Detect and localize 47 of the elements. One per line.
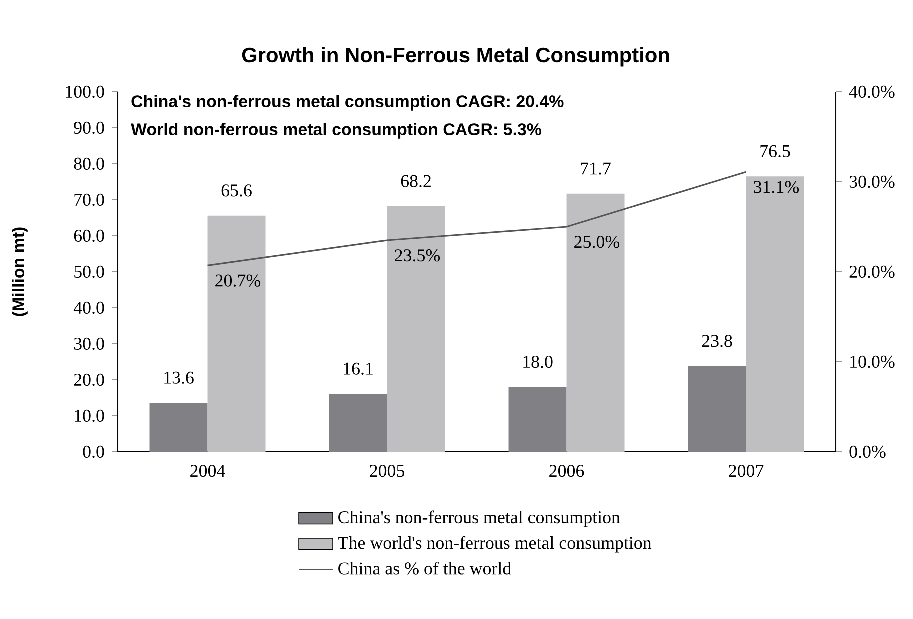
y-tick-label: 10.0 (75, 410, 104, 422)
bar (688, 366, 746, 452)
y-tick-label: 80.0 (74, 158, 104, 170)
data-label: 16.1 (344, 362, 373, 375)
legend-label: The world's non-ferrous metal consumption (338, 536, 652, 553)
bar (566, 194, 625, 452)
y2-tick-label: 30.0% (850, 176, 895, 188)
data-label: 65.6 (222, 184, 252, 197)
y2-tick-label: 20.0% (850, 266, 895, 278)
y2-tick-label: 10.0% (850, 356, 895, 368)
y-tick-label: 90.0 (74, 122, 104, 134)
annotation: World non-ferrous metal consumption CAGR: 5.3% (131, 123, 542, 139)
data-label: 68.2 (401, 175, 431, 188)
data-label: 23.5% (395, 250, 440, 262)
data-label: 18.0 (524, 356, 553, 368)
y-tick-label: 30.0 (74, 338, 104, 350)
data-label: 13.6 (164, 372, 194, 384)
y2-tick-label: 40.0% (849, 86, 895, 98)
y-axis-title: (Million mt) (12, 228, 28, 316)
y-tick-label: 70.0 (74, 194, 104, 206)
y-tick-label: 0.0 (83, 446, 104, 458)
bar (150, 403, 208, 452)
x-tick-label: 2004 (190, 465, 226, 478)
y-tick-label: 20.0 (74, 374, 104, 386)
data-label: 31.1% (754, 181, 800, 194)
annotation: China's non-ferrous metal consumption CAGR: 20.4% (132, 95, 564, 111)
y-tick-label: 40.0 (74, 302, 104, 314)
x-tick-label: 2007 (729, 465, 764, 478)
bar (746, 176, 804, 452)
data-label: 23.8 (702, 335, 732, 348)
legend-label: China as % of the world (338, 562, 512, 575)
y-tick-label: 50.0 (74, 266, 104, 278)
x-tick-label: 2005 (370, 465, 405, 478)
bar (508, 387, 567, 452)
bar (208, 216, 266, 452)
data-label: 25.0% (574, 236, 620, 248)
x-tick-label: 2006 (550, 465, 584, 478)
y2-tick-label: 0.0% (850, 446, 886, 458)
data-label: 76.5 (760, 145, 790, 158)
data-label: 20.7% (216, 274, 261, 287)
y-tick-label: 100.0 (66, 86, 104, 98)
legend-label: China's non-ferrous metal consumption (338, 510, 620, 528)
chart-title: Growth in Non-Ferrous Metal Consumption (242, 47, 670, 67)
data-label: 71.7 (581, 162, 611, 175)
y-tick-label: 60.0 (74, 230, 104, 242)
bar (387, 206, 446, 452)
bar (329, 394, 388, 452)
